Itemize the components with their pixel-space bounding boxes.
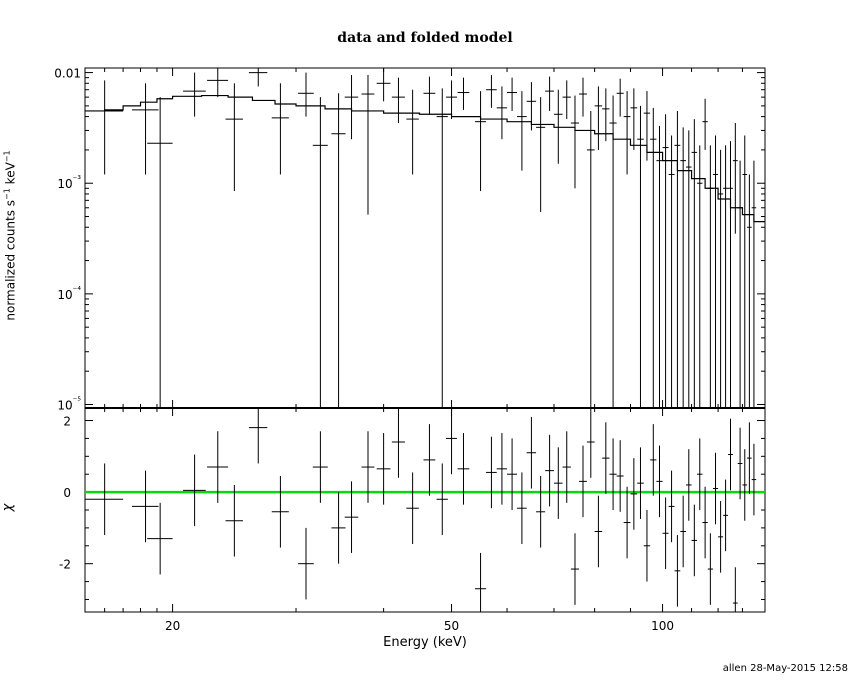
x-tick-label: 50: [444, 619, 459, 633]
y-tick-label: 10⁻⁵: [57, 397, 81, 413]
model-step-curve: [85, 94, 765, 223]
y-tick-label: 0.01: [54, 67, 81, 81]
y-tick-label: 10⁻³: [57, 175, 81, 191]
chart-title: data and folded model: [337, 30, 513, 46]
bottom-y-axis-label: χ: [0, 503, 16, 512]
top-plot-frame: [84, 67, 766, 409]
footer-timestamp: allen 28-May-2015 12:58: [722, 663, 848, 674]
x-tick-label: 100: [651, 619, 674, 633]
x-tick-label: 20: [165, 619, 180, 633]
bottom-plot-frame: [84, 407, 766, 613]
y-tick-label: 10⁻⁴: [57, 286, 81, 302]
y-tick-label: 0: [63, 486, 71, 500]
y-tick-label: 2: [63, 415, 71, 429]
x-axis-label: Energy (keV): [383, 635, 467, 650]
y-tick-label: -2: [59, 558, 71, 572]
top-y-axis-label: normalized counts s−1 keV−1: [2, 150, 18, 321]
